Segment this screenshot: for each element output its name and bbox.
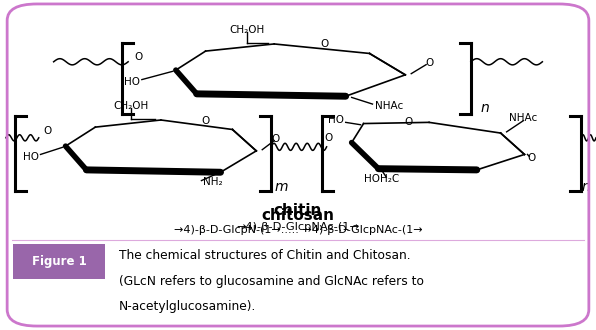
Text: HO: HO [328, 115, 344, 125]
Text: CH₂OH: CH₂OH [113, 101, 149, 111]
Text: O: O [425, 58, 433, 68]
Text: The chemical structures of Chitin and Chitosan.: The chemical structures of Chitin and Ch… [119, 249, 410, 262]
Text: NHAc: NHAc [509, 113, 538, 123]
Text: chitin: chitin [274, 203, 322, 218]
Text: O: O [527, 153, 536, 163]
Text: Figure 1: Figure 1 [32, 255, 86, 268]
Text: O: O [135, 52, 143, 62]
Text: N-acetylglucosamine).: N-acetylglucosamine). [119, 300, 256, 314]
Text: n: n [481, 101, 489, 115]
Text: O: O [325, 133, 333, 143]
FancyBboxPatch shape [13, 244, 105, 279]
Text: HOH₂C: HOH₂C [364, 174, 399, 184]
Text: O: O [44, 126, 52, 136]
Text: O: O [271, 134, 280, 144]
Text: NH₂: NH₂ [203, 178, 222, 187]
Text: (GLcN refers to glucosamine and GlcNAc refers to: (GLcN refers to glucosamine and GlcNAc r… [119, 275, 424, 287]
Text: →4)-β-D-GlcpN-(1→..... →4)-β-D-GlcpNAc-(1→: →4)-β-D-GlcpN-(1→..... →4)-β-D-GlcpNAc-(… [173, 225, 423, 236]
Text: O: O [321, 39, 329, 49]
Text: HO: HO [23, 152, 39, 162]
Text: O: O [405, 117, 413, 127]
Text: CH₂OH: CH₂OH [229, 25, 265, 35]
Text: chitosan: chitosan [262, 208, 334, 222]
Text: m: m [275, 180, 288, 193]
Text: NHAc: NHAc [375, 101, 403, 111]
Text: HO: HO [124, 77, 140, 87]
Text: O: O [201, 116, 210, 126]
Text: →4)-β-D-GlcpNAc-(1→: →4)-β-D-GlcpNAc-(1→ [237, 222, 359, 232]
Text: n: n [582, 180, 590, 193]
